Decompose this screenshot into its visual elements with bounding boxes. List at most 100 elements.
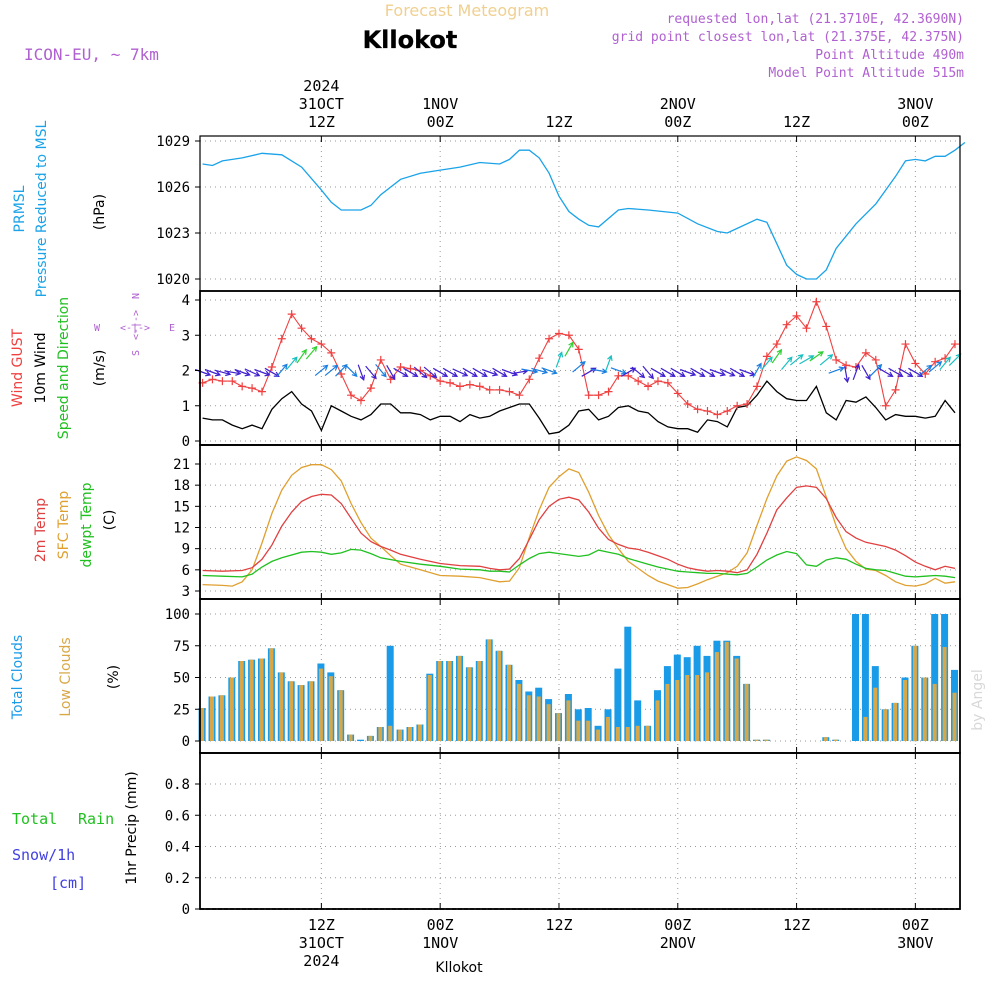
- bottom-time-label: 2NOV: [660, 934, 696, 952]
- y-tick-label: 3: [182, 584, 190, 600]
- bottom-time-label: 1NOV: [422, 934, 458, 952]
- low-cloud-bar: [912, 645, 917, 742]
- wind-arrow: [413, 366, 428, 379]
- gust-point: [752, 382, 761, 391]
- gust-point: [505, 387, 514, 396]
- wind-arrow: [375, 364, 387, 378]
- low-cloud-bar: [328, 676, 333, 741]
- label-10m-wind: 10m Wind: [33, 332, 49, 403]
- low-cloud-bar: [903, 680, 907, 741]
- y-tick-label: 0: [182, 902, 190, 918]
- total-cloud-bar: [852, 614, 859, 741]
- wind-arrow: [314, 364, 329, 377]
- gust-point: [277, 334, 286, 343]
- gust-point: [515, 391, 524, 400]
- low-cloud-bar: [219, 695, 224, 741]
- y-tick-label: 50: [173, 671, 190, 687]
- wind-arrow: [572, 360, 586, 373]
- gust-point: [495, 385, 504, 394]
- total-cloud-bar: [861, 614, 869, 741]
- low-cloud-bar: [576, 720, 581, 741]
- label-ms: (m/s): [92, 350, 108, 387]
- gust-point: [426, 371, 435, 380]
- low-cloud-bar: [249, 659, 254, 741]
- low-cloud-bar: [566, 700, 571, 741]
- panel-frame: [199, 752, 961, 910]
- low-cloud-bar: [536, 696, 541, 741]
- gust-point: [535, 354, 544, 363]
- gust-point: [218, 377, 227, 386]
- gust-point: [475, 382, 484, 391]
- y-tick-label: 0.6: [165, 808, 190, 824]
- wind-arrow: [799, 355, 815, 365]
- gust-point: [455, 382, 464, 391]
- top-time-label: 00Z: [427, 113, 454, 131]
- gust-point: [861, 348, 870, 357]
- low-cloud-bar: [556, 713, 561, 741]
- gust-point: [762, 352, 771, 361]
- wind-arrow: [386, 365, 396, 381]
- low-cloud-bar: [823, 737, 828, 741]
- low-cloud-bar: [922, 677, 927, 741]
- panel-frame: [199, 135, 961, 292]
- label-total: Total: [12, 810, 57, 828]
- low-cloud-bar: [447, 661, 452, 741]
- gust-point: [644, 382, 653, 391]
- low-cloud-bar: [932, 683, 937, 741]
- gust-point: [604, 387, 613, 396]
- label-c: (C): [102, 510, 118, 531]
- wind-arrow: [621, 367, 637, 377]
- compass-n: N: [131, 293, 142, 299]
- low-cloud-bar: [507, 664, 511, 741]
- gust-point: [465, 380, 474, 389]
- y-tick-label: 18: [173, 478, 190, 494]
- low-cloud-bar: [378, 727, 383, 741]
- low-cloud-bar: [952, 692, 957, 741]
- low-cloud-bar: [873, 687, 878, 741]
- y-tick-label: 25: [173, 702, 190, 718]
- y-tick-label: 1: [182, 399, 190, 415]
- top-time-label: 00Z: [664, 113, 691, 131]
- low-cloud-bar: [734, 658, 739, 741]
- wind-arrow: [679, 368, 697, 377]
- wind-arrow: [642, 365, 655, 380]
- gust-point: [931, 357, 940, 366]
- low-cloud-bar: [863, 716, 868, 741]
- wind-arrow: [403, 367, 419, 377]
- gust-point: [663, 378, 672, 387]
- bottom-time-label: 2024: [303, 952, 339, 970]
- wind-arrow: [660, 367, 676, 377]
- gust-point: [267, 362, 276, 371]
- wind-arrow: [690, 367, 706, 377]
- wind-arrow: [761, 356, 773, 370]
- header: Forecast Meteogram Kllokot ICON-EU, ~ 7k…: [24, 1, 964, 81]
- gust-point: [366, 384, 375, 393]
- wind-speed-line: [202, 380, 956, 435]
- label-total-clouds: Total Clouds: [10, 635, 26, 720]
- top-time-label: 2024: [303, 77, 339, 95]
- gust-point: [228, 377, 237, 386]
- dewpt-line: [202, 548, 956, 579]
- low-cloud-bar: [259, 658, 264, 741]
- gust-point: [257, 387, 266, 396]
- low-cloud-bar: [705, 672, 709, 741]
- wind-arrow: [670, 367, 686, 377]
- y-tick-label: 15: [173, 499, 190, 515]
- y-tick-label: 4: [182, 293, 190, 309]
- y-tick-label: 100: [165, 607, 190, 623]
- low-cloud-bar: [338, 690, 343, 741]
- bottom-time-label: 12Z: [308, 916, 335, 934]
- wind-arrow: [254, 368, 271, 377]
- gust-point: [485, 385, 494, 394]
- gust-point: [545, 334, 554, 343]
- y-tick-label: 21: [173, 457, 190, 473]
- gust-point: [525, 375, 534, 384]
- t2m-line: [202, 485, 956, 574]
- low-cloud-bar: [714, 652, 719, 741]
- footer-location: Kllokot: [435, 960, 483, 976]
- top-time-label: 00Z: [902, 113, 929, 131]
- low-cloud-bar: [427, 675, 432, 741]
- wind-arrow: [819, 353, 834, 366]
- gust-point: [842, 361, 851, 370]
